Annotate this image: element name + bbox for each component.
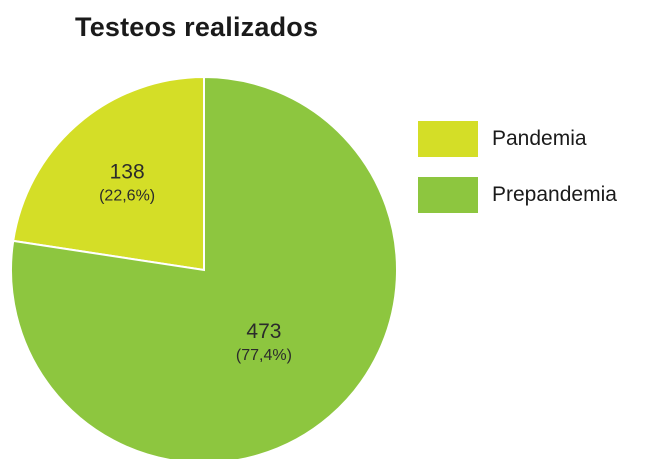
pie-slice-prepandemia bbox=[10, 75, 398, 459]
slice-percent-label-pandemia: (22,6%) bbox=[99, 187, 155, 204]
pie-chart: 138 (22,6%) 473 (77,4%) bbox=[10, 75, 398, 459]
legend-swatch-prepandemia bbox=[418, 177, 478, 213]
pie-slice-pandemia bbox=[12, 75, 205, 272]
slice-percent-label-prepandemia: (77,4%) bbox=[236, 347, 292, 364]
legend-item-prepandemia: Prepandemia bbox=[418, 177, 648, 213]
pie-labels: 138 (22,6%) 473 (77,4%) bbox=[99, 160, 292, 363]
legend: Pandemia Prepandemia bbox=[418, 121, 648, 233]
slice-value-label-pandemia: 138 bbox=[110, 160, 145, 183]
legend-item-pandemia: Pandemia bbox=[418, 121, 648, 157]
legend-label-pandemia: Pandemia bbox=[492, 127, 587, 150]
chart-title: Testeos realizados bbox=[75, 12, 319, 42]
legend-label-prepandemia: Prepandemia bbox=[492, 183, 617, 206]
slice-value-label-prepandemia: 473 bbox=[246, 320, 281, 343]
legend-swatch-pandemia bbox=[418, 121, 478, 157]
pie-slices bbox=[10, 75, 398, 459]
